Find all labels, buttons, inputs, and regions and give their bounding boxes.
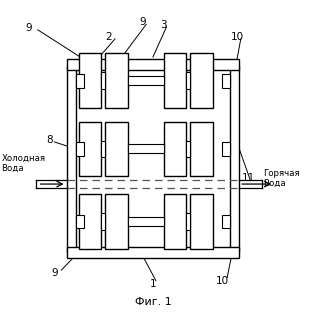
Bar (67, 60, 239, 70)
Bar (105, 54, 128, 108)
Bar (76, 74, 84, 87)
Bar (76, 215, 84, 228)
Text: 11: 11 (242, 173, 255, 183)
Bar (163, 54, 186, 108)
Text: 1: 1 (150, 279, 156, 289)
Bar (101, 213, 105, 230)
Text: Холодная: Холодная (1, 153, 45, 162)
Bar (67, 66, 76, 252)
Bar (67, 247, 239, 258)
Bar (190, 194, 213, 249)
Bar (222, 74, 230, 87)
Bar (76, 142, 84, 156)
Bar (79, 194, 101, 249)
Bar (101, 141, 105, 157)
Text: 10: 10 (216, 276, 229, 286)
Text: 3: 3 (160, 20, 167, 30)
Text: Вода: Вода (1, 164, 24, 173)
Text: 8: 8 (46, 135, 53, 145)
Bar (105, 122, 128, 176)
Bar (222, 142, 230, 156)
Bar (79, 54, 101, 108)
Text: 10: 10 (231, 32, 244, 42)
Bar (128, 217, 163, 226)
Bar (190, 54, 213, 108)
Text: Фиг. 1: Фиг. 1 (135, 297, 171, 307)
Bar (190, 122, 213, 176)
Text: 9: 9 (25, 23, 32, 33)
Text: Горячая: Горячая (264, 169, 300, 178)
Bar (186, 213, 190, 230)
Bar (105, 194, 128, 249)
Text: 9: 9 (51, 268, 58, 278)
Bar (230, 66, 239, 252)
Bar (79, 122, 101, 176)
Text: Вода: Вода (264, 179, 286, 188)
Bar (163, 122, 186, 176)
Text: 2: 2 (106, 32, 112, 42)
Bar (101, 72, 105, 89)
Bar (128, 76, 163, 85)
Bar (186, 141, 190, 157)
Text: 9: 9 (139, 17, 146, 26)
Bar (186, 72, 190, 89)
Bar (163, 194, 186, 249)
Bar (128, 145, 163, 153)
Bar (222, 215, 230, 228)
